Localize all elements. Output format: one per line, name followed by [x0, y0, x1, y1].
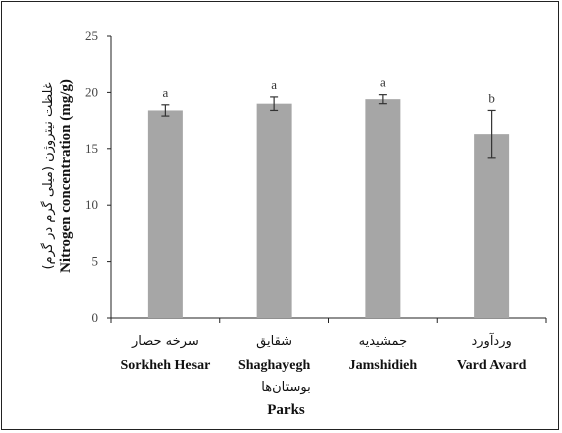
bar [474, 134, 510, 318]
category-label-persian: شقایق [256, 334, 292, 349]
category-label-persian: وردآورد [471, 332, 511, 349]
category-label: Shaghayegh [238, 358, 311, 373]
y-axis-title-persian: غلظت نیتروژن (میلی گرم در گرم) [40, 82, 56, 269]
category-label-persian: جمشیدیه [359, 334, 407, 349]
y-tick-label: 10 [85, 197, 98, 212]
bar [256, 103, 292, 319]
bar [365, 99, 401, 318]
significance-label: a [380, 75, 386, 90]
x-axis-title: Parks [267, 402, 305, 418]
significance-label: a [162, 85, 168, 100]
significance-label: a [271, 77, 277, 92]
y-tick-label: 5 [92, 254, 99, 269]
category-label: Jamshidieh [349, 358, 418, 373]
y-tick-label: 0 [92, 310, 99, 325]
y-tick-label: 15 [85, 141, 98, 156]
y-tick-label: 20 [85, 84, 98, 99]
plot-area: 0 5 10 15 20 25 a سرخه حصار Sorkheh Hesar a شقایق S… [85, 28, 547, 373]
x-axis-title-persian: بوستان‌ها [261, 380, 310, 395]
y-tick-label: 25 [85, 28, 98, 43]
category-label: Vard Avard [457, 358, 527, 373]
bar [147, 110, 183, 318]
significance-label: b [488, 90, 495, 105]
category-label-persian: سرخه حصار [131, 334, 199, 349]
category-label: Sorkheh Hesar [120, 358, 210, 373]
y-axis-title: Nitrogen concentration (mg/g) [58, 79, 74, 273]
